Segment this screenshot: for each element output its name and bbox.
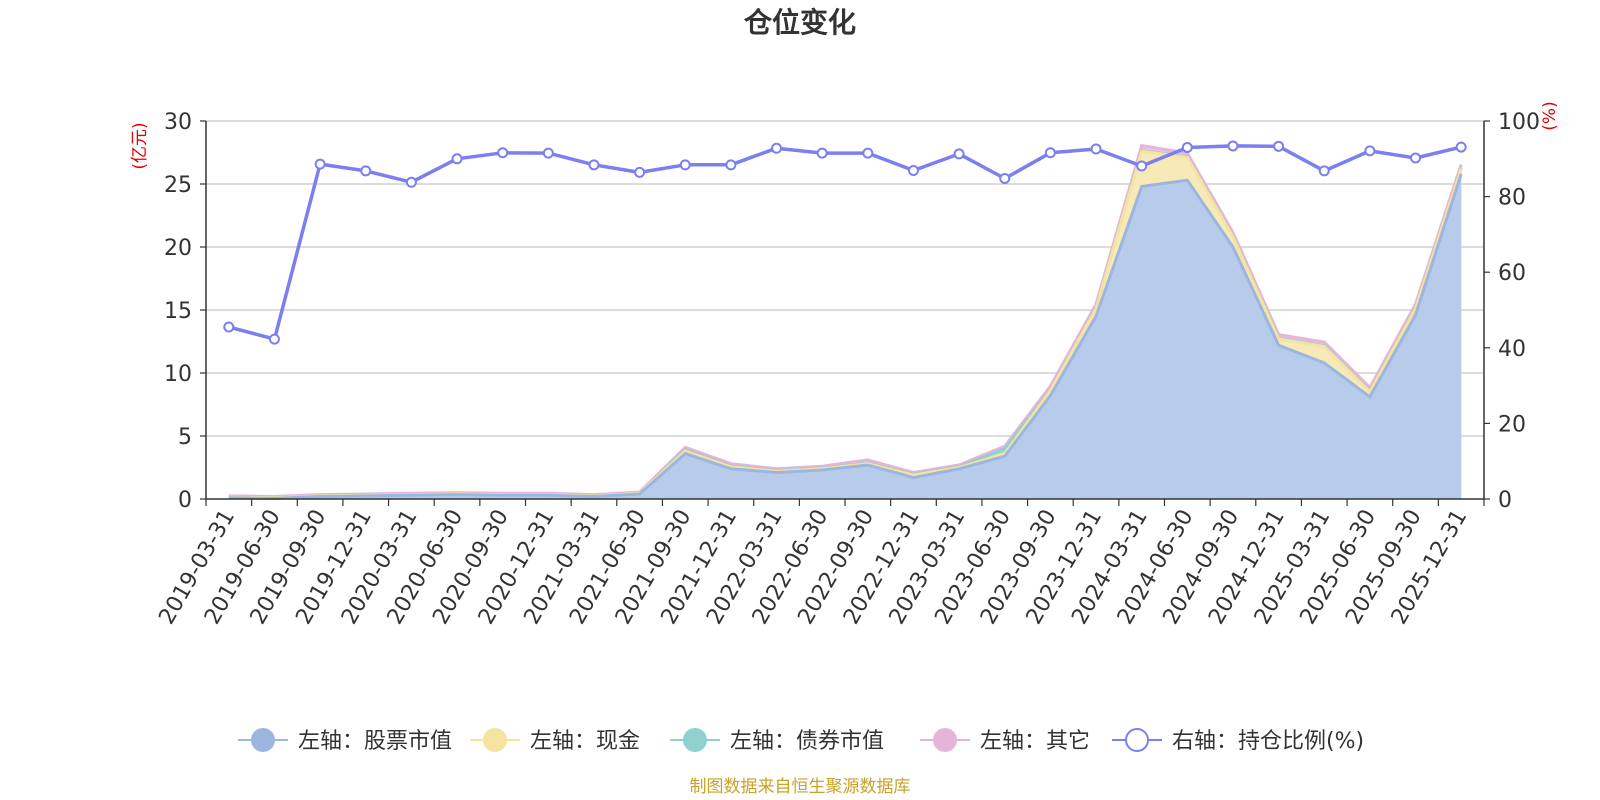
area-edge-0	[228, 173, 1463, 500]
right-tick-label: 60	[1498, 261, 1526, 286]
ratio-point	[816, 147, 828, 159]
legend-label: 右轴：持仓比例(%)	[1172, 729, 1364, 754]
legend-item-1[interactable]: 左轴：现金	[470, 728, 640, 754]
left-tick-label: 30	[164, 110, 192, 135]
legend-label: 左轴：股票市值	[298, 729, 452, 754]
ratio-point	[725, 159, 737, 171]
ratio-point	[451, 153, 463, 165]
right-tick-label: 100	[1498, 110, 1540, 135]
legend-label: 左轴：债券市值	[730, 729, 884, 754]
ratio-point	[953, 148, 965, 160]
left-tick-label: 15	[164, 299, 192, 324]
ratio-point	[771, 142, 783, 154]
ratio-point	[542, 147, 554, 159]
stacked-area-series	[228, 143, 1463, 500]
ratio-point	[1410, 152, 1422, 164]
ratio-point	[268, 333, 280, 345]
legend-item-0[interactable]: 左轴：股票市值	[238, 728, 452, 754]
legend-item-3[interactable]: 左轴：其它	[920, 728, 1090, 754]
ratio-point	[999, 172, 1011, 184]
legend-item-2[interactable]: 左轴：债券市值	[670, 728, 884, 754]
ratio-point	[497, 147, 509, 159]
ratio-point	[907, 165, 919, 177]
ratio-point	[1364, 145, 1376, 157]
ratio-point	[1318, 165, 1330, 177]
ratio-point	[1273, 140, 1285, 152]
area-0	[228, 173, 1462, 499]
right-tick-label: 40	[1498, 337, 1526, 362]
ratio-point	[1181, 141, 1193, 153]
ratio-point	[1455, 141, 1467, 153]
legend-label: 左轴：现金	[530, 729, 640, 754]
left-axis-unit: (亿元)	[130, 122, 150, 169]
legend-marker	[483, 728, 507, 752]
legend-marker	[683, 728, 707, 752]
ratio-point	[405, 176, 417, 188]
data-source-note: 制图数据来自恒生聚源数据库	[690, 777, 911, 797]
right-tick-label: 20	[1498, 412, 1526, 437]
ratio-point	[1090, 143, 1102, 155]
left-tick-label: 0	[178, 488, 192, 513]
ratio-line-path	[228, 144, 1462, 341]
legend-marker	[933, 728, 957, 752]
legend-marker	[1125, 728, 1149, 752]
legend: 左轴：股票市值 左轴：现金 左轴：债券市值 左轴：其它 右轴：持仓比例(%)	[238, 728, 1364, 754]
left-tick-label: 5	[178, 425, 192, 450]
ratio-point	[1044, 147, 1056, 159]
right-tick-label: 80	[1498, 186, 1526, 211]
ratio-point	[223, 321, 235, 333]
legend-marker	[251, 728, 275, 752]
ratio-point	[1227, 140, 1239, 152]
ratio-point	[314, 158, 326, 170]
ratio-point	[634, 166, 646, 178]
ratio-point	[588, 159, 600, 171]
ratio-point	[862, 147, 874, 159]
ratio-point	[360, 165, 372, 177]
left-tick-label: 10	[164, 362, 192, 387]
ratio-point	[1136, 160, 1148, 172]
legend-item-4[interactable]: 右轴：持仓比例(%)	[1112, 728, 1364, 754]
right-tick-label: 0	[1498, 488, 1512, 513]
right-axis-unit: (%)	[1540, 101, 1560, 130]
ratio-point	[679, 159, 691, 171]
left-tick-label: 20	[164, 236, 192, 261]
left-tick-label: 25	[164, 173, 192, 198]
position-ratio-line	[223, 140, 1467, 345]
legend-label: 左轴：其它	[980, 729, 1090, 754]
chart-title: 仓位变化	[744, 6, 856, 39]
